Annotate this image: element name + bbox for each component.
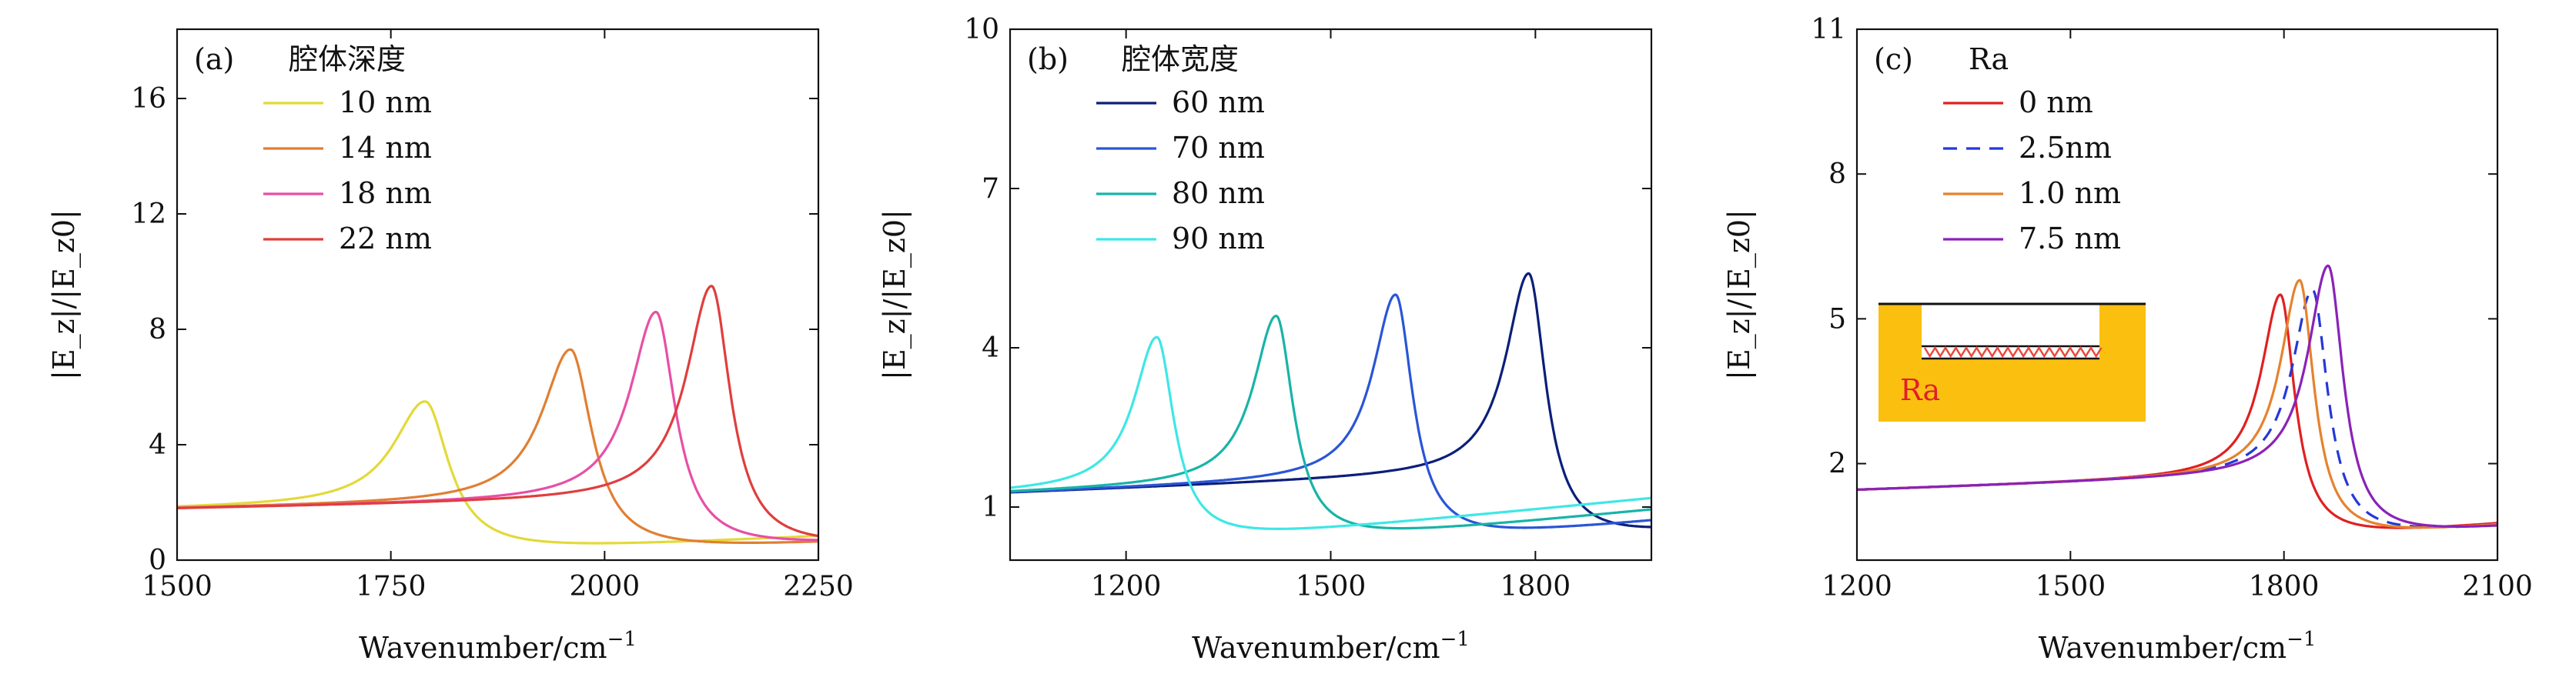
y-tick-label: 5 <box>1828 303 1846 335</box>
legend-title: Ra <box>1969 42 2009 76</box>
chart-panel-2: 1200 1500 1800 1 4 7 10 Wavenumber/cm−1 |E_z|/|E… <box>878 14 1653 665</box>
legend-label: 10 nm <box>339 85 432 119</box>
series-line-2 <box>177 348 818 544</box>
legend-label: 80 nm <box>1172 176 1265 210</box>
plot-frame <box>1855 28 2499 562</box>
y-tick-label: 11 <box>1811 14 1846 45</box>
y-tick-label: 8 <box>1828 158 1846 190</box>
legend-label: 1.0 nm <box>2019 176 2121 210</box>
x-tick-label: 1500 <box>142 571 212 602</box>
x-tick-label: 1500 <box>2036 571 2106 602</box>
series-line-4 <box>1010 335 1651 530</box>
y-tick-label: 7 <box>982 173 999 205</box>
series-line-1 <box>177 400 818 545</box>
legend-title: 腔体宽度 <box>1122 42 1239 76</box>
y-tick-label: 1 <box>982 492 999 523</box>
y-tick-label: 12 <box>131 199 166 230</box>
legend-title: 腔体深度 <box>289 42 406 76</box>
x-tick-label: 1500 <box>1296 571 1367 602</box>
y-tick-label: 10 <box>964 14 999 45</box>
x-tick-label: 1800 <box>1500 571 1571 602</box>
y-axis-label: |E_z|/|E_z0| <box>47 209 82 380</box>
series-line-2 <box>1857 289 2497 529</box>
series-line-2 <box>1010 293 1651 529</box>
y-tick-label: 4 <box>149 429 166 461</box>
y-tick-label: 2 <box>1828 449 1846 480</box>
y-axis-label: |E_z|/|E_z0| <box>1722 209 1757 380</box>
legend-label: 2.5nm <box>2019 131 2112 165</box>
legend-label: 60 nm <box>1172 85 1265 119</box>
inset-label: Ra <box>1900 373 1940 407</box>
x-tick-label: 1750 <box>356 571 427 602</box>
series-line-4 <box>1857 264 2497 528</box>
legend-label: 0 nm <box>2019 85 2093 119</box>
x-axis-label: Wavenumber/cm−1 <box>359 628 637 665</box>
x-tick-label: 2000 <box>570 571 641 602</box>
series-line-4 <box>177 284 818 538</box>
x-tick-label: 1200 <box>1822 571 1892 602</box>
legend-label: 14 nm <box>339 131 432 165</box>
x-tick-label: 1800 <box>2249 571 2320 602</box>
x-tick-label: 2250 <box>783 571 854 602</box>
legend-label: 7.5 nm <box>2019 222 2121 255</box>
chart-panel-1: 1500 1750 2000 2250 0 4 8 12 16 Wavenumber/cm−1 |E… <box>47 28 854 665</box>
legend-label: 90 nm <box>1172 222 1265 255</box>
plot-frame <box>176 28 820 562</box>
legend-label: 22 nm <box>339 222 432 255</box>
y-tick-label: 16 <box>131 83 166 115</box>
y-axis-label: |E_z|/|E_z0| <box>878 209 912 380</box>
panel-label: (b) <box>1027 42 1069 76</box>
series-line-1 <box>1010 272 1651 529</box>
inset-schematic: Ra <box>1878 302 2146 422</box>
y-tick-label: 4 <box>982 332 999 364</box>
y-tick-label: 0 <box>149 545 166 576</box>
chart-panel-3: 1200 1500 1800 2100 2 5 8 11 Wavenumber/cm−1 |E_z… <box>1722 14 2533 665</box>
legend-label: 18 nm <box>339 176 432 210</box>
x-axis-label: Wavenumber/cm−1 <box>1192 628 1470 665</box>
x-tick-label: 2100 <box>2462 571 2533 602</box>
series-line-3 <box>1010 314 1651 530</box>
x-tick-label: 1200 <box>1091 571 1162 602</box>
plot-frame <box>1009 28 1653 562</box>
y-tick-label: 8 <box>149 314 166 345</box>
panel-label: (a) <box>194 42 234 76</box>
panel-label: (c) <box>1874 42 1913 76</box>
legend-label: 70 nm <box>1172 131 1265 165</box>
x-axis-label: Wavenumber/cm−1 <box>2039 628 2317 665</box>
